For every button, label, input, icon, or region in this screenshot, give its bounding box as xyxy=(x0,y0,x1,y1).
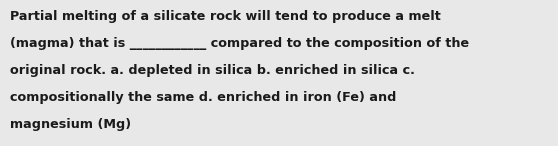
Text: magnesium (Mg): magnesium (Mg) xyxy=(10,118,131,131)
Text: Partial melting of a silicate rock will tend to produce a melt: Partial melting of a silicate rock will … xyxy=(10,10,441,23)
Text: (magma) that is ____________ compared to the composition of the: (magma) that is ____________ compared to… xyxy=(10,37,469,50)
Text: original rock. a. depleted in silica b. enriched in silica c.: original rock. a. depleted in silica b. … xyxy=(10,64,415,77)
Text: compositionally the same d. enriched in iron (Fe) and: compositionally the same d. enriched in … xyxy=(10,91,396,104)
